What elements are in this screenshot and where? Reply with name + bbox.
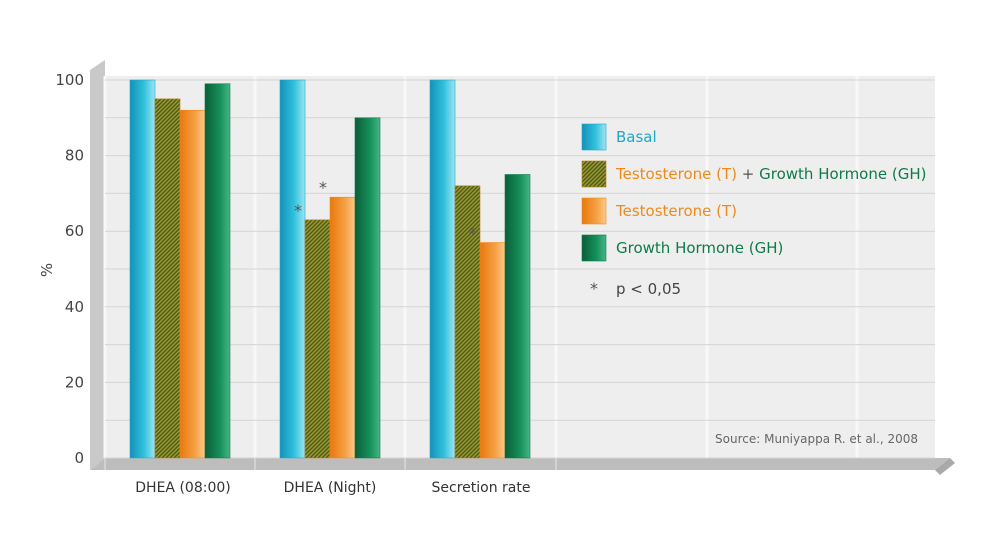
bar	[454, 185, 481, 459]
bar	[279, 79, 306, 459]
x-axis-floor	[90, 458, 950, 470]
legend-label-part: Testosterone (T)	[615, 202, 737, 220]
bar	[429, 79, 456, 459]
legend-item: Growth Hormone (GH)	[581, 234, 783, 262]
legend-significance: * p < 0,05	[590, 279, 681, 298]
legend-label-part: +	[737, 165, 759, 183]
legend-label: Basal	[616, 128, 657, 146]
legend-label: Testosterone (T) + Growth Hormone (GH)	[615, 165, 926, 183]
bar	[354, 117, 381, 459]
bar	[304, 219, 331, 459]
x-tick-label: Secretion rate	[432, 480, 531, 496]
significance-marker: *	[469, 224, 477, 243]
significance-marker: *	[294, 201, 302, 220]
legend-label-part: Growth Hormone (GH)	[759, 165, 926, 183]
x-axis-arrow	[935, 458, 955, 475]
source-note: Source: Muniyappa R. et al., 2008	[715, 432, 918, 446]
bar	[504, 174, 531, 459]
legend: Basal Testosterone (T) + Growth Hormone (…	[581, 123, 926, 298]
y-tick-label: 40	[65, 298, 84, 316]
bar	[129, 79, 156, 459]
significance-label: p < 0,05	[616, 280, 681, 298]
significance-marker: *	[319, 178, 327, 197]
bar	[204, 83, 231, 459]
legend-label: Testosterone (T)	[615, 202, 737, 220]
legend-label-part: Testosterone (T)	[615, 165, 737, 183]
legend-label-part: Growth Hormone (GH)	[616, 239, 783, 257]
y-axis-label: %	[38, 263, 56, 277]
legend-swatch	[581, 160, 607, 188]
legend-swatch	[581, 123, 607, 151]
x-tick-label: DHEA (08:00)	[135, 480, 230, 496]
y-tick-label: 20	[65, 373, 84, 391]
bar	[479, 242, 506, 459]
legend-label-part: Basal	[616, 128, 657, 146]
y-tick-label: 0	[74, 449, 84, 467]
legend-item: Basal	[581, 123, 657, 151]
bar	[154, 98, 181, 459]
bar	[179, 109, 206, 459]
legend-item: Testosterone (T)	[581, 197, 737, 225]
legend-swatch	[581, 197, 607, 225]
legend-item: Testosterone (T) + Growth Hormone (GH)	[581, 160, 926, 188]
bar	[329, 196, 356, 459]
x-tick-label: DHEA (Night)	[284, 480, 377, 496]
legend-swatch	[581, 234, 607, 262]
y-tick-label: 80	[65, 147, 84, 165]
axes: 0 20 40 60 80 100% DHEA (08:00) DHEA (Night) Sec…	[38, 71, 557, 496]
y-tick-label: 60	[65, 222, 84, 240]
significance-marker: *	[590, 279, 598, 298]
y-axis-wall	[90, 60, 105, 470]
y-tick-label: 100	[55, 71, 84, 89]
legend-label: Growth Hormone (GH)	[616, 239, 783, 257]
bars: * * *	[129, 79, 531, 459]
